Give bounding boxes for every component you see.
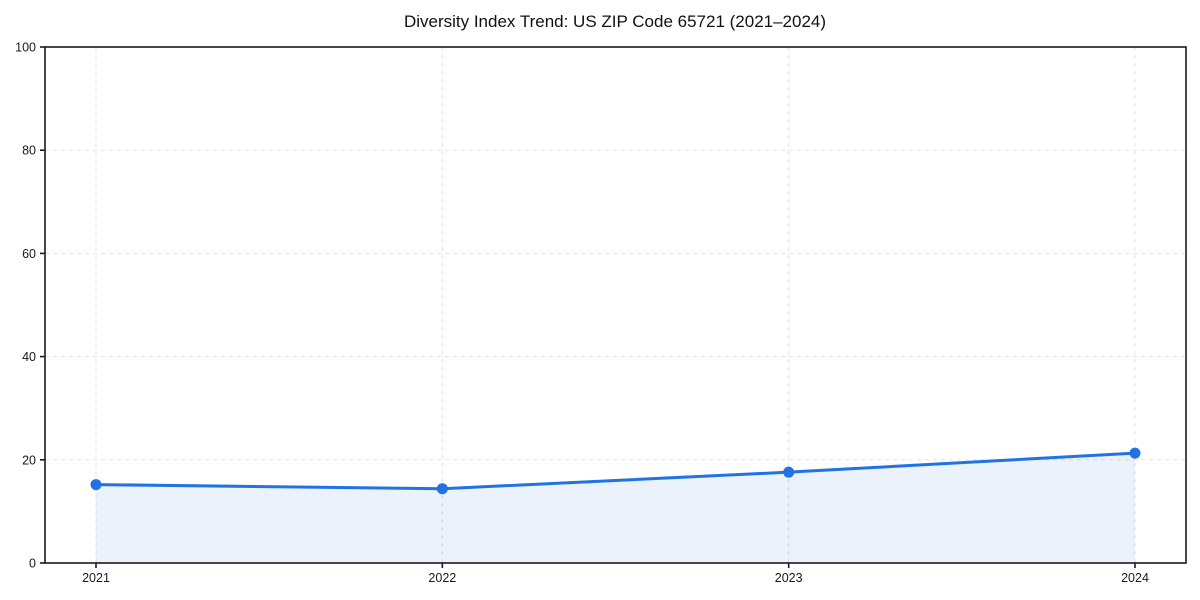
x-tick-label: 2021 <box>82 571 110 585</box>
plot-frame <box>44 46 1187 564</box>
y-tick-label: 100 <box>15 41 36 55</box>
data-line <box>94 451 1137 491</box>
plot-background <box>45 47 1186 563</box>
data-point-marker <box>783 466 795 478</box>
y-tick-label: 20 <box>22 453 36 467</box>
plot-area <box>45 47 1186 563</box>
chart-title: Diversity Index Trend: US ZIP Code 65721… <box>404 12 826 31</box>
y-tick-label: 60 <box>22 247 36 261</box>
data-point-marker <box>1129 447 1141 459</box>
area-fill <box>96 453 1135 563</box>
y-tick-label: 0 <box>29 557 36 571</box>
axis-tick-labels: 0 20 40 60 80 100 2021 2022 2023 2024 <box>15 41 1149 586</box>
series-area-fill <box>96 453 1135 563</box>
axis-ticks <box>40 46 1136 568</box>
axes-frame <box>44 46 1187 564</box>
x-tick-label: 2023 <box>775 571 803 585</box>
x-tick-label: 2022 <box>428 571 456 585</box>
data-points <box>90 447 1141 495</box>
data-point-marker <box>90 479 102 491</box>
x-tick-label: 2024 <box>1121 571 1149 585</box>
y-tick-label: 80 <box>22 144 36 158</box>
data-point-marker <box>436 483 448 495</box>
y-tick-label: 40 <box>22 350 36 364</box>
series-line <box>94 451 1137 491</box>
